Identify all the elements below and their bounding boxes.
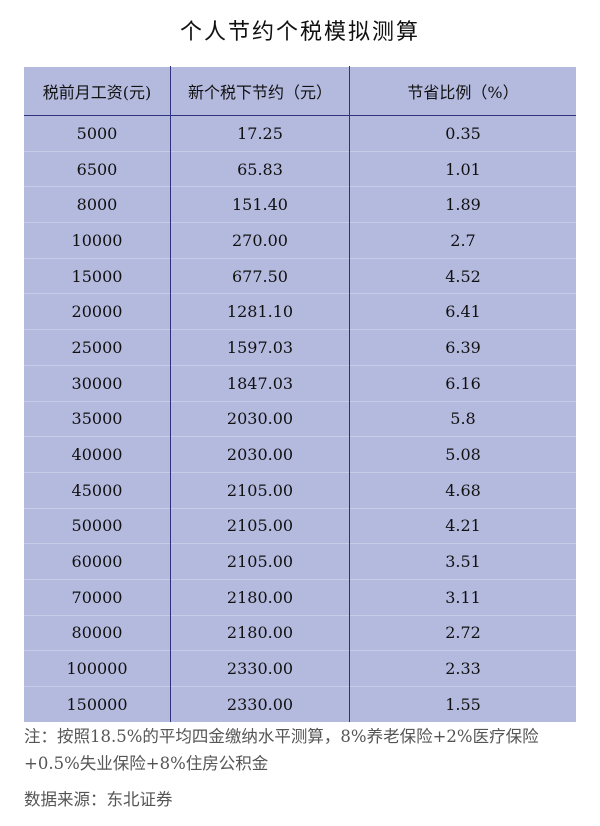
table-cell: 1.89 [349, 186, 576, 223]
table-cell: 1597.03 [170, 329, 350, 366]
table-cell: 150000 [24, 685, 171, 722]
table-cell: 8000 [24, 186, 171, 223]
table-cell: 15000 [24, 257, 171, 294]
table-row: 20000 1281.10 6.41 [24, 293, 576, 330]
table-cell: 20000 [24, 293, 171, 330]
table-cell: 5.08 [349, 436, 576, 473]
table-cell: 3.51 [349, 543, 576, 580]
table-cell: 0.35 [349, 115, 576, 152]
table-row: 35000 2030.00 5.8 [24, 400, 576, 437]
table-row: 25000 1597.03 6.39 [24, 329, 576, 366]
table-row: 10000 270.00 2.7 [24, 222, 576, 259]
table-cell: 5.8 [349, 400, 576, 437]
table-cell: 2105.00 [170, 507, 350, 544]
table-cell: 4.52 [349, 257, 576, 294]
table-cell: 2180.00 [170, 614, 350, 651]
table-row: 5000 17.25 0.35 [24, 115, 576, 152]
table-cell: 677.50 [170, 257, 350, 294]
table-cell: 1.01 [349, 150, 576, 187]
table-row: 80000 2180.00 2.72 [24, 614, 576, 651]
table-cell: 5000 [24, 115, 171, 152]
column-header: 税前月工资(元) [24, 66, 171, 116]
table-cell: 2.7 [349, 222, 576, 259]
table-cell: 2330.00 [170, 685, 350, 722]
table-row: 50000 2105.00 4.21 [24, 507, 576, 544]
table-cell: 6.41 [349, 293, 576, 330]
table-cell: 45000 [24, 471, 171, 509]
table-row: 40000 2030.00 5.08 [24, 436, 576, 473]
table-cell: 2030.00 [170, 436, 350, 473]
table-cell: 35000 [24, 400, 171, 437]
footnote: 注：按照18.5%的平均四金缴纳水平测算，8%养老保险+2%医疗保险+0.5%失… [24, 727, 539, 773]
column-header: 新个税下节约（元） [170, 66, 350, 116]
table-row: 70000 2180.00 3.11 [24, 578, 576, 616]
table-cell: 60000 [24, 543, 171, 580]
table-cell: 100000 [24, 650, 171, 687]
table-cell: 25000 [24, 329, 171, 366]
table-cell: 1847.03 [170, 364, 350, 401]
table-cell: 30000 [24, 364, 171, 401]
table-header-row: 税前月工资(元) 新个税下节约（元） 节省比例（%） [24, 66, 576, 116]
column-header: 节省比例（%） [349, 66, 576, 116]
table-cell: 80000 [24, 614, 171, 651]
table-cell: 151.40 [170, 186, 350, 223]
table-cell: 6.16 [349, 364, 576, 401]
table-cell: 2030.00 [170, 400, 350, 437]
table-cell: 65.83 [170, 150, 350, 187]
table-cell: 2330.00 [170, 650, 350, 687]
tax-savings-table: 税前月工资(元) 新个税下节约（元） 节省比例（%） 5000 17.25 0.35 65… [24, 66, 576, 722]
table-cell: 4.21 [349, 507, 576, 544]
table-row: 100000 2330.00 2.33 [24, 650, 576, 687]
table-row: 6500 65.83 1.01 [24, 150, 576, 187]
table-cell: 2.33 [349, 650, 576, 687]
table-cell: 1.55 [349, 685, 576, 722]
table-row: 150000 2330.00 1.55 [24, 685, 576, 722]
table-row: 60000 2105.00 3.51 [24, 543, 576, 580]
table-cell: 2180.00 [170, 578, 350, 616]
table-cell: 17.25 [170, 115, 350, 152]
table-cell: 3.11 [349, 578, 576, 616]
table-cell: 270.00 [170, 222, 350, 259]
table-cell: 50000 [24, 507, 171, 544]
table-cell: 10000 [24, 222, 171, 259]
table-row: 8000 151.40 1.89 [24, 186, 576, 223]
table-cell: 2105.00 [170, 543, 350, 580]
table-cell: 4.68 [349, 471, 576, 509]
table-row: 30000 1847.03 6.16 [24, 364, 576, 401]
table-cell: 40000 [24, 436, 171, 473]
page-title: 个人节约个税模拟测算 [179, 20, 420, 45]
table-cell: 6.39 [349, 329, 576, 366]
data-source: 数据来源：东北证券 [24, 790, 173, 809]
table-cell: 2105.00 [170, 471, 350, 509]
table-cell: 6500 [24, 150, 171, 187]
table-cell: 2.72 [349, 614, 576, 651]
table-row: 15000 677.50 4.52 [24, 257, 576, 294]
table-row: 45000 2105.00 4.68 [24, 471, 576, 509]
table-cell: 1281.10 [170, 293, 350, 330]
table-cell: 70000 [24, 578, 171, 616]
